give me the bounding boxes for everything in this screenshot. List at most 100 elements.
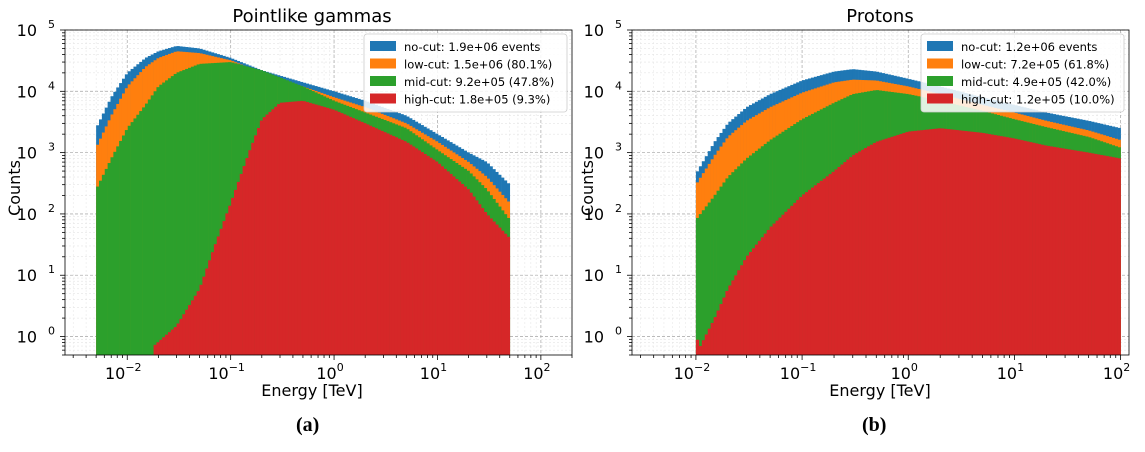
- bar-high-cut: [196, 291, 200, 355]
- bar-high-cut: [772, 223, 776, 355]
- bar-mid-cut: [113, 151, 117, 355]
- bar-high-cut: [769, 226, 773, 355]
- x-tick-label: 10−2: [105, 361, 142, 383]
- bar-high-cut: [822, 178, 826, 355]
- bar-high-cut: [707, 328, 711, 355]
- bar-high-cut: [432, 159, 436, 355]
- bar-high-cut: [825, 176, 829, 355]
- bar-high-cut: [466, 189, 470, 355]
- bar-mid-cut: [710, 198, 714, 355]
- bar-high-cut: [955, 130, 959, 355]
- legend-swatch-no-cut: [927, 41, 953, 51]
- bar-high-cut: [417, 150, 422, 355]
- bar-high-cut: [325, 107, 330, 355]
- bar-high-cut: [452, 176, 456, 355]
- legend-swatch-mid-cut: [927, 76, 953, 86]
- bar-high-cut: [219, 228, 223, 355]
- bar-high-cut: [1046, 145, 1051, 355]
- bar-high-cut: [949, 129, 953, 355]
- bar-high-cut: [222, 221, 226, 355]
- bar-high-cut: [740, 265, 744, 355]
- bar-high-cut: [366, 124, 370, 355]
- bar-high-cut: [176, 323, 180, 355]
- bar-high-cut: [713, 317, 717, 355]
- bar-high-cut: [391, 136, 396, 355]
- bar-high-cut: [725, 291, 729, 355]
- bar-high-cut: [314, 104, 318, 355]
- bar-high-cut: [701, 340, 706, 355]
- bar-mid-cut: [208, 63, 212, 355]
- bar-high-cut: [328, 108, 332, 355]
- legend: no-cut: 1.9e+06 events low-cut: 1.5e+06 (…: [363, 33, 568, 113]
- chart-title: Protons: [846, 6, 913, 27]
- y-axis-label: Counts: [578, 160, 597, 216]
- bar-high-cut: [340, 113, 344, 355]
- bar-high-cut: [778, 217, 782, 355]
- bar-high-cut: [242, 165, 246, 355]
- bar-high-cut: [710, 322, 714, 355]
- bar-high-cut: [1102, 155, 1107, 355]
- plot-frame: [631, 29, 1130, 356]
- bar-high-cut: [1005, 137, 1009, 355]
- bar-high-cut: [460, 184, 465, 355]
- bar-high-cut: [334, 110, 338, 355]
- bar-high-cut: [202, 276, 206, 355]
- legend-label-no-cut: no-cut: 1.9e+06 events: [404, 40, 540, 54]
- bar-high-cut: [1073, 150, 1077, 355]
- bar-high-cut: [731, 280, 735, 355]
- bar-high-cut: [716, 310, 720, 355]
- legend-label-mid-cut: mid-cut: 9.2e+05 (47.8%): [404, 75, 554, 89]
- bar-mid-cut: [193, 65, 197, 355]
- bar-high-cut: [173, 327, 177, 355]
- caption-a: (a): [296, 414, 320, 436]
- bar-high-cut: [1114, 157, 1118, 355]
- y-tick-label: 10 1: [17, 263, 55, 285]
- bar-mid-cut: [205, 63, 209, 355]
- bar-high-cut: [763, 233, 767, 355]
- bar-high-cut: [890, 136, 894, 355]
- bar-high-cut: [937, 128, 941, 355]
- bar-high-cut: [1026, 141, 1030, 355]
- bar-high-cut: [394, 137, 399, 355]
- bar-high-cut: [311, 103, 315, 355]
- bar-mid-cut: [698, 214, 703, 355]
- bar-high-cut: [414, 148, 419, 355]
- bar-high-cut: [1008, 137, 1012, 355]
- histogram: [695, 69, 1121, 355]
- bar-high-cut: [331, 109, 335, 355]
- bar-high-cut: [245, 158, 249, 355]
- bar-mid-cut: [188, 67, 192, 355]
- bar-high-cut: [274, 106, 278, 355]
- bar-high-cut: [323, 107, 327, 355]
- bar-high-cut: [420, 152, 424, 355]
- bar-high-cut: [213, 244, 218, 355]
- bar-high-cut: [884, 138, 888, 355]
- bar-mid-cut: [225, 62, 229, 355]
- bar-mid-cut: [728, 175, 732, 355]
- bar-high-cut: [297, 101, 301, 355]
- bar-high-cut: [400, 139, 404, 355]
- bar-mid-cut: [716, 190, 720, 355]
- bar-high-cut: [1117, 158, 1121, 355]
- bar-high-cut: [993, 135, 998, 355]
- bar-high-cut: [1040, 144, 1045, 355]
- bar-high-cut: [905, 132, 909, 355]
- bar-high-cut: [1043, 145, 1048, 355]
- bar-high-cut: [881, 139, 885, 355]
- bar-mid-cut: [731, 172, 735, 355]
- bar-high-cut: [498, 227, 502, 355]
- bar-high-cut: [1049, 146, 1054, 355]
- bar-high-cut: [1064, 148, 1068, 355]
- bar-high-cut: [443, 168, 447, 355]
- bar-mid-cut: [119, 140, 123, 355]
- bar-high-cut: [751, 248, 756, 355]
- bar-high-cut: [262, 117, 266, 355]
- bar-mid-cut: [734, 169, 738, 355]
- bar-high-cut: [368, 125, 373, 355]
- bar-mid-cut: [96, 186, 100, 355]
- bar-mid-cut: [176, 72, 180, 355]
- bar-high-cut: [167, 332, 172, 355]
- y-axis-label: Counts: [5, 160, 24, 216]
- bar-high-cut: [188, 305, 192, 355]
